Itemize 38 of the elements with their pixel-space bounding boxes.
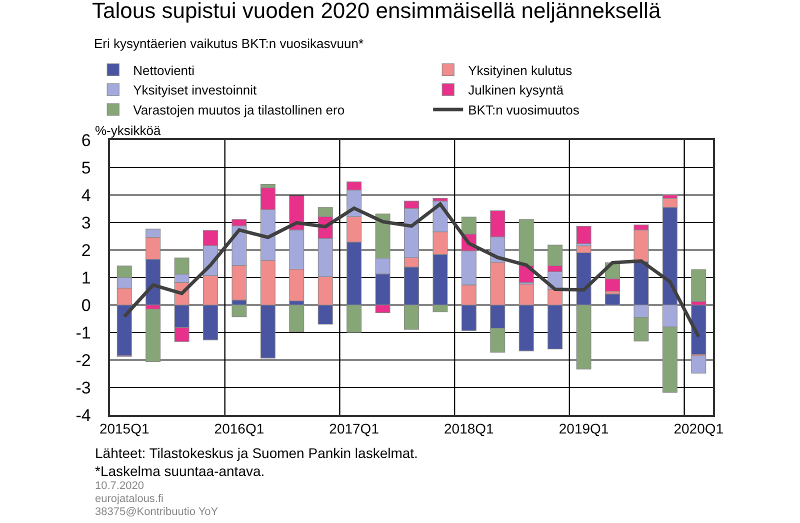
legend-label: BKT:n vuosimuutos [468, 102, 580, 118]
line-series [122, 202, 700, 338]
x-tick-label: 2017Q1 [329, 420, 380, 437]
text: eurojatalous.fi [95, 493, 164, 505]
y-tick-label: -2 [76, 350, 91, 370]
x-tick-label: 2020Q1 [674, 420, 724, 437]
y-tick-label: 1 [81, 268, 91, 288]
y-tick-label: 3 [81, 213, 91, 232]
y-tick-label: -3 [76, 378, 91, 398]
chart-subtitle: Eri kysyntäerien vaikutus BKT:n vuosikasvuun* [94, 36, 364, 51]
legend-label: Yksityiset investoinnit [133, 82, 258, 98]
bar [146, 308, 161, 362]
legend-label: Julkinen kysyntä [468, 82, 564, 98]
y-tick-label: -4 [76, 406, 91, 425]
x-tick-label: 2016Q1 [214, 420, 264, 437]
y-tick-label: 0 [81, 296, 91, 315]
x-tick-label: 2018Q1 [444, 420, 494, 437]
y-tick-label: 5 [81, 158, 91, 178]
y-tick-label: 6 [81, 130, 91, 150]
bar [691, 269, 706, 302]
legend-label: Yksityinen kulutus [468, 62, 573, 78]
legend-label: Nettovienti [133, 62, 195, 78]
text: 38375@Kontribuutio YoY [95, 506, 219, 518]
bar [576, 226, 592, 244]
y-axis-title: %-yksikköä [95, 123, 162, 138]
chart-title: Talous supistui vuoden 2020 ensimmäisellä neljänneksellä [92, 0, 662, 24]
text: *Laskelma suuntaa-antava. [95, 463, 265, 479]
y-tick-label: 4 [81, 186, 91, 205]
y-tick-label: -1 [76, 323, 91, 342]
text: 10.7.2020 [95, 480, 144, 492]
legend-label: Varastojen muutos ja tilastollinen ero [133, 102, 345, 118]
x-tick-label: 2019Q1 [558, 420, 609, 437]
y-tick-label: 2 [81, 240, 91, 260]
x-tick-label: 2015Q1 [99, 420, 150, 437]
bar [289, 304, 304, 332]
text: Lähteet: Tilastokeskus ja Suomen Pankin laskelmat. [95, 445, 418, 461]
bar [232, 304, 247, 318]
bar [605, 294, 620, 306]
